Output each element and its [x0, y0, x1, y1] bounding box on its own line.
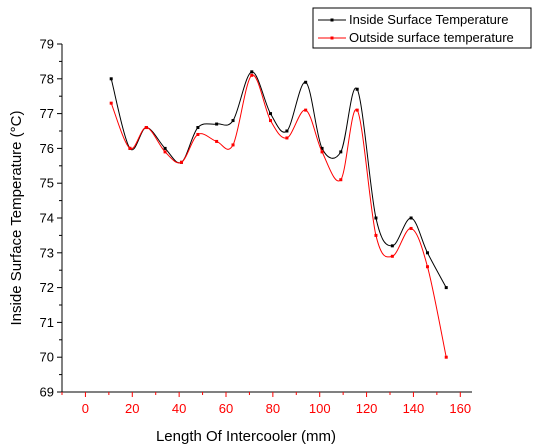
x-tick-label: 140	[403, 401, 425, 416]
legend-label-inside: Inside Surface Temperature	[349, 12, 508, 27]
data-point	[196, 132, 200, 136]
data-point	[163, 150, 167, 154]
data-point	[390, 254, 394, 258]
data-point	[304, 108, 308, 112]
series-layer	[109, 70, 448, 359]
data-point	[390, 244, 394, 248]
legend-label-outside: Outside surface temperature	[349, 30, 514, 45]
y-tick-label: 70	[40, 350, 54, 365]
y-axis-title: Inside Surface Temperature (°C)	[8, 111, 25, 326]
data-point	[425, 251, 429, 255]
data-point	[425, 265, 429, 269]
legend: Inside Surface Temperature Outside surfa…	[312, 7, 532, 49]
x-tick-label: 40	[172, 401, 186, 416]
y-tick-label: 75	[40, 176, 54, 191]
data-point	[374, 216, 378, 220]
data-point	[374, 233, 378, 237]
data-point	[444, 355, 448, 359]
data-point	[320, 146, 324, 150]
x-tick-label: 120	[356, 401, 378, 416]
y-tick-label: 71	[40, 315, 54, 330]
data-point	[144, 126, 148, 130]
data-point	[444, 286, 448, 290]
data-point	[128, 146, 132, 150]
data-point	[320, 150, 324, 154]
data-point	[179, 160, 183, 164]
data-point	[163, 146, 167, 150]
data-point	[269, 112, 273, 116]
data-point	[109, 101, 113, 105]
x-tick-label: 80	[266, 401, 280, 416]
x-tick-label: 0	[82, 401, 89, 416]
data-point	[285, 136, 289, 140]
y-tick-label: 74	[40, 211, 54, 226]
data-point	[215, 122, 219, 126]
x-tick-label: 60	[219, 401, 233, 416]
y-tick-label: 79	[40, 37, 54, 52]
data-point	[231, 143, 235, 147]
data-point	[109, 77, 113, 81]
x-tick-label: 100	[309, 401, 331, 416]
y-tick-label: 73	[40, 245, 54, 260]
data-point	[250, 73, 254, 77]
y-tick-label: 77	[40, 106, 54, 121]
series-line-0	[110, 71, 447, 288]
data-point	[339, 150, 343, 154]
data-point	[409, 226, 413, 230]
legend-box	[312, 7, 532, 49]
y-tick-label: 72	[40, 280, 54, 295]
x-axis-ticks: 0 20 40 60 80 100 120 140 160	[61, 392, 471, 416]
y-tick-label: 76	[40, 141, 54, 156]
y-tick-label: 78	[40, 71, 54, 86]
data-point	[231, 119, 235, 123]
data-point	[196, 126, 200, 130]
legend-marker-outside	[330, 36, 334, 40]
data-point	[355, 87, 359, 91]
data-point	[269, 119, 273, 123]
x-axis-title: Length Of Intercooler (mm)	[156, 428, 336, 445]
legend-marker-inside	[330, 18, 334, 22]
x-tick-label: 160	[449, 401, 471, 416]
data-point	[215, 139, 219, 143]
data-point	[339, 178, 343, 182]
data-point	[355, 108, 359, 112]
x-tick-label: 20	[125, 401, 139, 416]
series-line-1	[110, 74, 447, 358]
data-point	[250, 70, 254, 74]
data-point	[285, 129, 289, 133]
data-point	[304, 80, 308, 84]
y-axis-ticks: 69 70 71 72 73 74 75 76 77 78 79	[40, 37, 62, 400]
data-point	[409, 216, 413, 220]
y-tick-label: 69	[40, 385, 54, 400]
